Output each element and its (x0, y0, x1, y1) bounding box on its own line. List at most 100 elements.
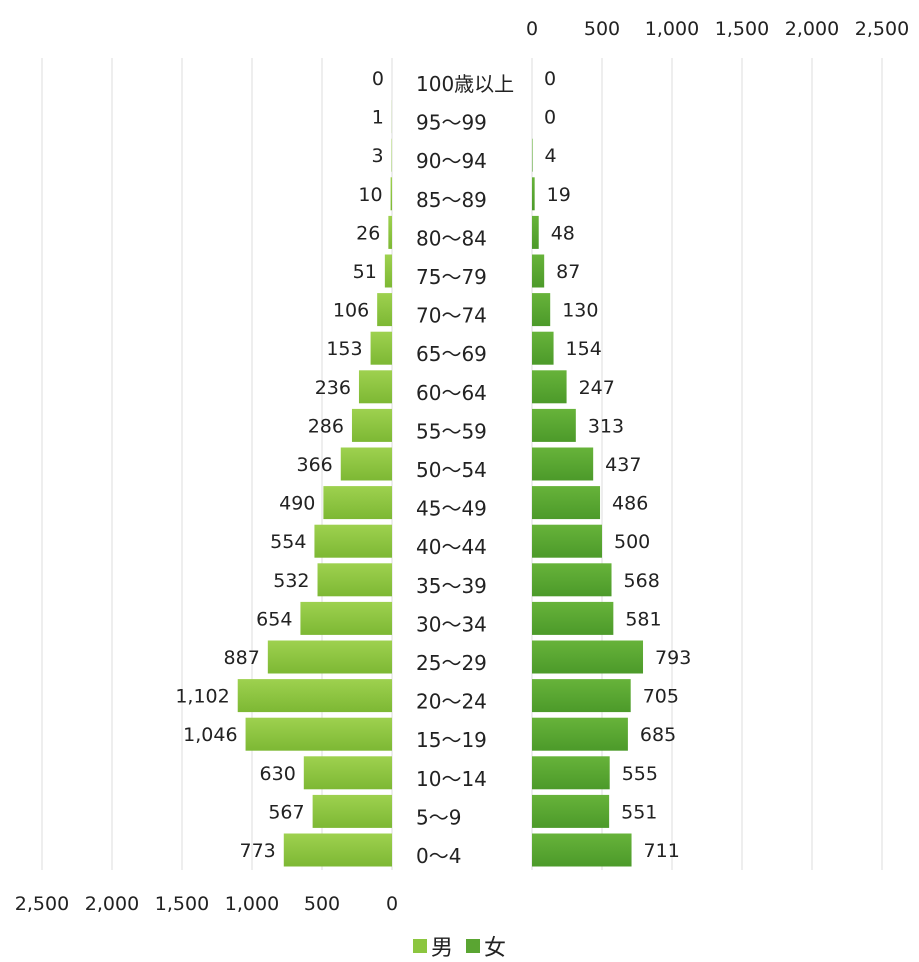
bar-female-11 (532, 409, 576, 442)
data-label-female: 48 (551, 222, 575, 244)
bar-male-9 (323, 486, 392, 519)
data-label-female: 130 (562, 300, 598, 322)
category-label: 15～19 (416, 728, 487, 752)
bar-male-8 (314, 525, 392, 558)
data-label-male: 3 (371, 145, 383, 167)
bar-male-11 (352, 409, 392, 442)
data-label-male: 366 (296, 454, 332, 476)
bar-male-1 (313, 795, 392, 828)
data-label-female: 568 (624, 570, 660, 592)
bar-female-18 (532, 139, 533, 172)
category-label: 60～64 (416, 381, 487, 405)
tick-label-right: 0 (526, 18, 538, 40)
bar-female-12 (532, 370, 567, 403)
category-label: 90～94 (416, 149, 487, 173)
bar-male-4 (238, 679, 392, 712)
data-label-male: 0 (372, 68, 384, 90)
legend: 男 女 (0, 930, 919, 962)
bar-male-16 (388, 216, 392, 249)
category-labels: 0～45～910～1415～1920～2425～2930～3435～3940～4… (416, 72, 514, 868)
data-label-female: 500 (614, 531, 650, 553)
data-label-male: 887 (224, 647, 260, 669)
legend-swatch-male (413, 939, 427, 953)
data-label-male: 532 (273, 570, 309, 592)
data-label-male: 236 (315, 377, 351, 399)
bar-female-15 (532, 255, 544, 288)
tick-label-left: 2,000 (85, 893, 139, 915)
data-label-male: 567 (268, 801, 304, 823)
bar-female-1 (532, 795, 609, 828)
bar-female-13 (532, 332, 554, 365)
tick-label-left: 1,500 (155, 893, 209, 915)
bar-male-10 (341, 448, 392, 481)
data-label-female: 437 (605, 454, 641, 476)
data-label-female: 793 (655, 647, 691, 669)
tick-label-left: 1,000 (225, 893, 279, 915)
data-label-male: 1,102 (175, 686, 229, 708)
bar-female-10 (532, 448, 593, 481)
bar-male-2 (304, 756, 392, 789)
category-label: 10～14 (416, 767, 487, 791)
bar-female-7 (532, 563, 612, 596)
category-label: 55～59 (416, 419, 487, 443)
data-label-male: 10 (358, 184, 382, 206)
category-label: 80～84 (416, 226, 487, 250)
bar-female-0 (532, 834, 632, 867)
category-label: 65～69 (416, 342, 487, 366)
category-label: 5～9 (416, 805, 461, 829)
bar-female-4 (532, 679, 631, 712)
category-label: 20～24 (416, 690, 487, 714)
bar-male-14 (377, 293, 392, 326)
bar-male-7 (318, 563, 392, 596)
tick-label-right: 2,000 (785, 18, 839, 40)
bar-female-5 (532, 641, 643, 674)
data-label-male: 654 (256, 608, 292, 630)
category-label: 75～79 (416, 265, 487, 289)
tick-label-left: 2,500 (15, 893, 69, 915)
data-label-male: 554 (270, 531, 306, 553)
tick-label-right: 1,000 (645, 18, 699, 40)
data-label-female: 705 (643, 686, 679, 708)
category-label: 25～29 (416, 651, 487, 675)
category-label: 50～54 (416, 458, 487, 482)
bar-male-17 (391, 177, 392, 210)
category-label: 35～39 (416, 574, 487, 598)
data-label-male: 106 (333, 300, 369, 322)
data-label-male: 1 (372, 107, 384, 129)
tick-label-left: 500 (304, 893, 340, 915)
data-label-male: 286 (308, 415, 344, 437)
bar-male-13 (371, 332, 392, 365)
bar-male-0 (284, 834, 392, 867)
data-label-female: 87 (556, 261, 580, 283)
data-label-female: 313 (588, 415, 624, 437)
bar-female-17 (532, 177, 535, 210)
bar-female-2 (532, 756, 610, 789)
data-label-female: 0 (544, 68, 556, 90)
bar-male-12 (359, 370, 392, 403)
category-label: 40～44 (416, 535, 487, 559)
bar-male-3 (246, 718, 392, 751)
bar-female-6 (532, 602, 613, 635)
data-label-male: 153 (326, 338, 362, 360)
bar-female-9 (532, 486, 600, 519)
legend-item-female: 女 (466, 930, 506, 962)
data-label-female: 154 (566, 338, 602, 360)
tick-label-left: 0 (386, 893, 398, 915)
category-label: 0～4 (416, 844, 461, 868)
data-label-male: 51 (353, 261, 377, 283)
tick-label-right: 2,500 (855, 18, 909, 40)
data-label-female: 4 (545, 145, 557, 167)
data-label-female: 19 (547, 184, 571, 206)
bar-male-5 (268, 641, 392, 674)
data-label-male: 630 (260, 763, 296, 785)
category-label: 70～74 (416, 304, 487, 328)
tick-label-right: 1,500 (715, 18, 769, 40)
legend-swatch-female (466, 939, 480, 953)
data-label-female: 0 (544, 107, 556, 129)
bar-female-14 (532, 293, 550, 326)
data-label-female: 555 (622, 763, 658, 785)
category-label: 85～89 (416, 188, 487, 212)
male-bars (238, 100, 392, 866)
bar-female-16 (532, 216, 539, 249)
